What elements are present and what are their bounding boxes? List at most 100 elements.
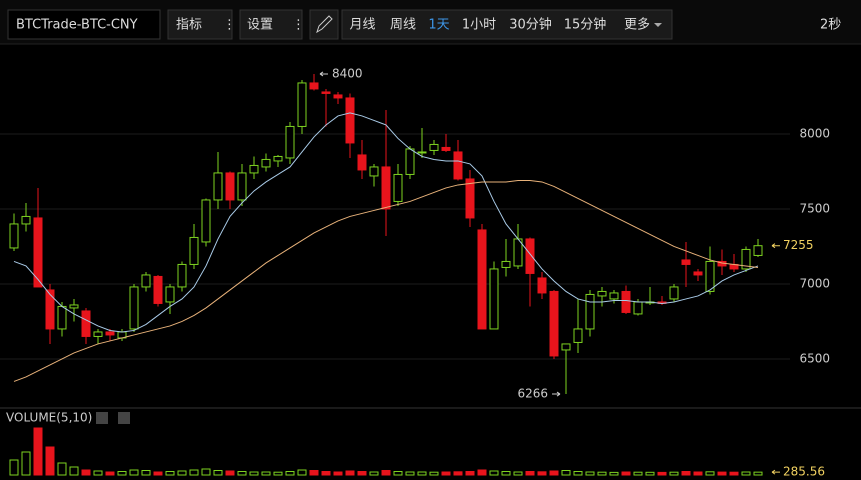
arrow — [771, 243, 780, 249]
volume-bar — [729, 471, 739, 476]
indicator-button[interactable] — [167, 9, 233, 40]
candle-body — [441, 146, 451, 151]
candle-body — [597, 290, 607, 297]
candle-body — [201, 199, 211, 243]
candle-body — [369, 166, 379, 177]
candle-body — [477, 229, 487, 330]
dots: ⋮ — [292, 18, 305, 33]
candle-body — [465, 178, 475, 219]
refresh: 2秒 — [820, 18, 841, 33]
volume-bar — [489, 470, 499, 476]
volume-bar — [573, 471, 583, 476]
settings-label: 设置 — [247, 18, 273, 33]
volume-bar — [597, 471, 607, 476]
period-label: 1天 — [428, 18, 449, 33]
arrow — [552, 391, 561, 397]
candle-body — [453, 151, 463, 180]
volume-bar — [609, 471, 619, 476]
candle-body — [345, 97, 355, 144]
draw-button[interactable] — [309, 9, 339, 40]
candle-body — [525, 238, 535, 274]
volume-bar — [417, 471, 427, 476]
volume-close[interactable] — [118, 412, 130, 424]
candle-body — [261, 158, 271, 168]
period-group — [341, 9, 673, 40]
candle-body — [81, 310, 91, 337]
candle-body — [141, 274, 151, 288]
volume-bar — [645, 471, 655, 476]
candle-body — [225, 172, 235, 201]
volume-bar — [381, 470, 391, 476]
volume-bar — [249, 471, 259, 476]
more-label: 更多 — [624, 17, 650, 33]
volume-label: VOLUME(5,10) — [6, 411, 92, 425]
volume-bar — [309, 470, 319, 476]
volume-bar — [33, 427, 43, 476]
volume-bar — [621, 471, 631, 476]
candle-body — [669, 286, 679, 300]
candle-body — [165, 286, 175, 303]
last-label: 7255 — [783, 238, 814, 252]
moving-average — [13, 179, 759, 382]
volume-bar — [321, 471, 331, 476]
min-label: 6266 — [517, 387, 548, 401]
volume-bar — [189, 469, 199, 476]
candle-body — [129, 286, 139, 330]
volume-bar — [753, 471, 763, 476]
symbol-input[interactable] — [7, 9, 161, 40]
volume-bar — [741, 471, 751, 476]
volume-last-label: 285.56 — [783, 465, 825, 479]
volume-bar — [393, 471, 403, 476]
volume-bar — [513, 471, 523, 476]
volume-bar — [273, 471, 283, 476]
volume-bar — [657, 471, 667, 476]
candle-body — [33, 217, 43, 288]
period-label: 周线 — [390, 18, 416, 33]
volume-bar — [213, 470, 223, 476]
candle-body — [429, 143, 439, 151]
candle-body — [681, 259, 691, 265]
candle-body — [189, 236, 199, 265]
candle-body — [633, 301, 643, 315]
candle-body — [357, 154, 367, 171]
volume-bar — [453, 471, 463, 476]
candle-body — [405, 148, 415, 175]
volume-bar — [537, 471, 547, 476]
candle-body — [741, 248, 751, 270]
volume-bar — [297, 469, 307, 476]
volume-bar — [93, 470, 103, 476]
volume-bar — [333, 471, 343, 476]
max-label: 8400 — [332, 66, 363, 80]
candle-body — [249, 164, 259, 174]
candle-body — [501, 260, 511, 268]
volume-bar — [345, 470, 355, 476]
volume-bar — [369, 471, 379, 476]
candle-body — [621, 290, 631, 313]
candle-body — [213, 172, 223, 201]
candle-body — [237, 172, 247, 201]
volume-bar — [669, 471, 679, 476]
y-tick-label: 7000 — [799, 276, 830, 290]
period-label: 月线 — [349, 18, 375, 33]
volume-bar — [681, 471, 691, 476]
candle-body — [393, 173, 403, 202]
settings-button[interactable] — [239, 9, 303, 40]
candle-body — [273, 155, 283, 162]
candle-body — [705, 260, 715, 292]
y-tick-label: 7500 — [799, 201, 830, 215]
candle-body — [549, 290, 559, 357]
arrow — [319, 71, 328, 77]
volume-bar — [153, 471, 163, 476]
volume-bar — [285, 471, 295, 476]
volume-bar — [81, 469, 91, 476]
volume-bar — [633, 471, 643, 476]
candle-body — [177, 263, 187, 288]
candle-body — [489, 268, 499, 330]
indicator-label: 指标 — [176, 18, 202, 33]
volume-bar — [225, 470, 235, 476]
volume-bar — [429, 471, 439, 476]
candle-body — [333, 94, 343, 99]
volume-settings[interactable] — [96, 412, 108, 424]
volume-bar — [525, 471, 535, 476]
